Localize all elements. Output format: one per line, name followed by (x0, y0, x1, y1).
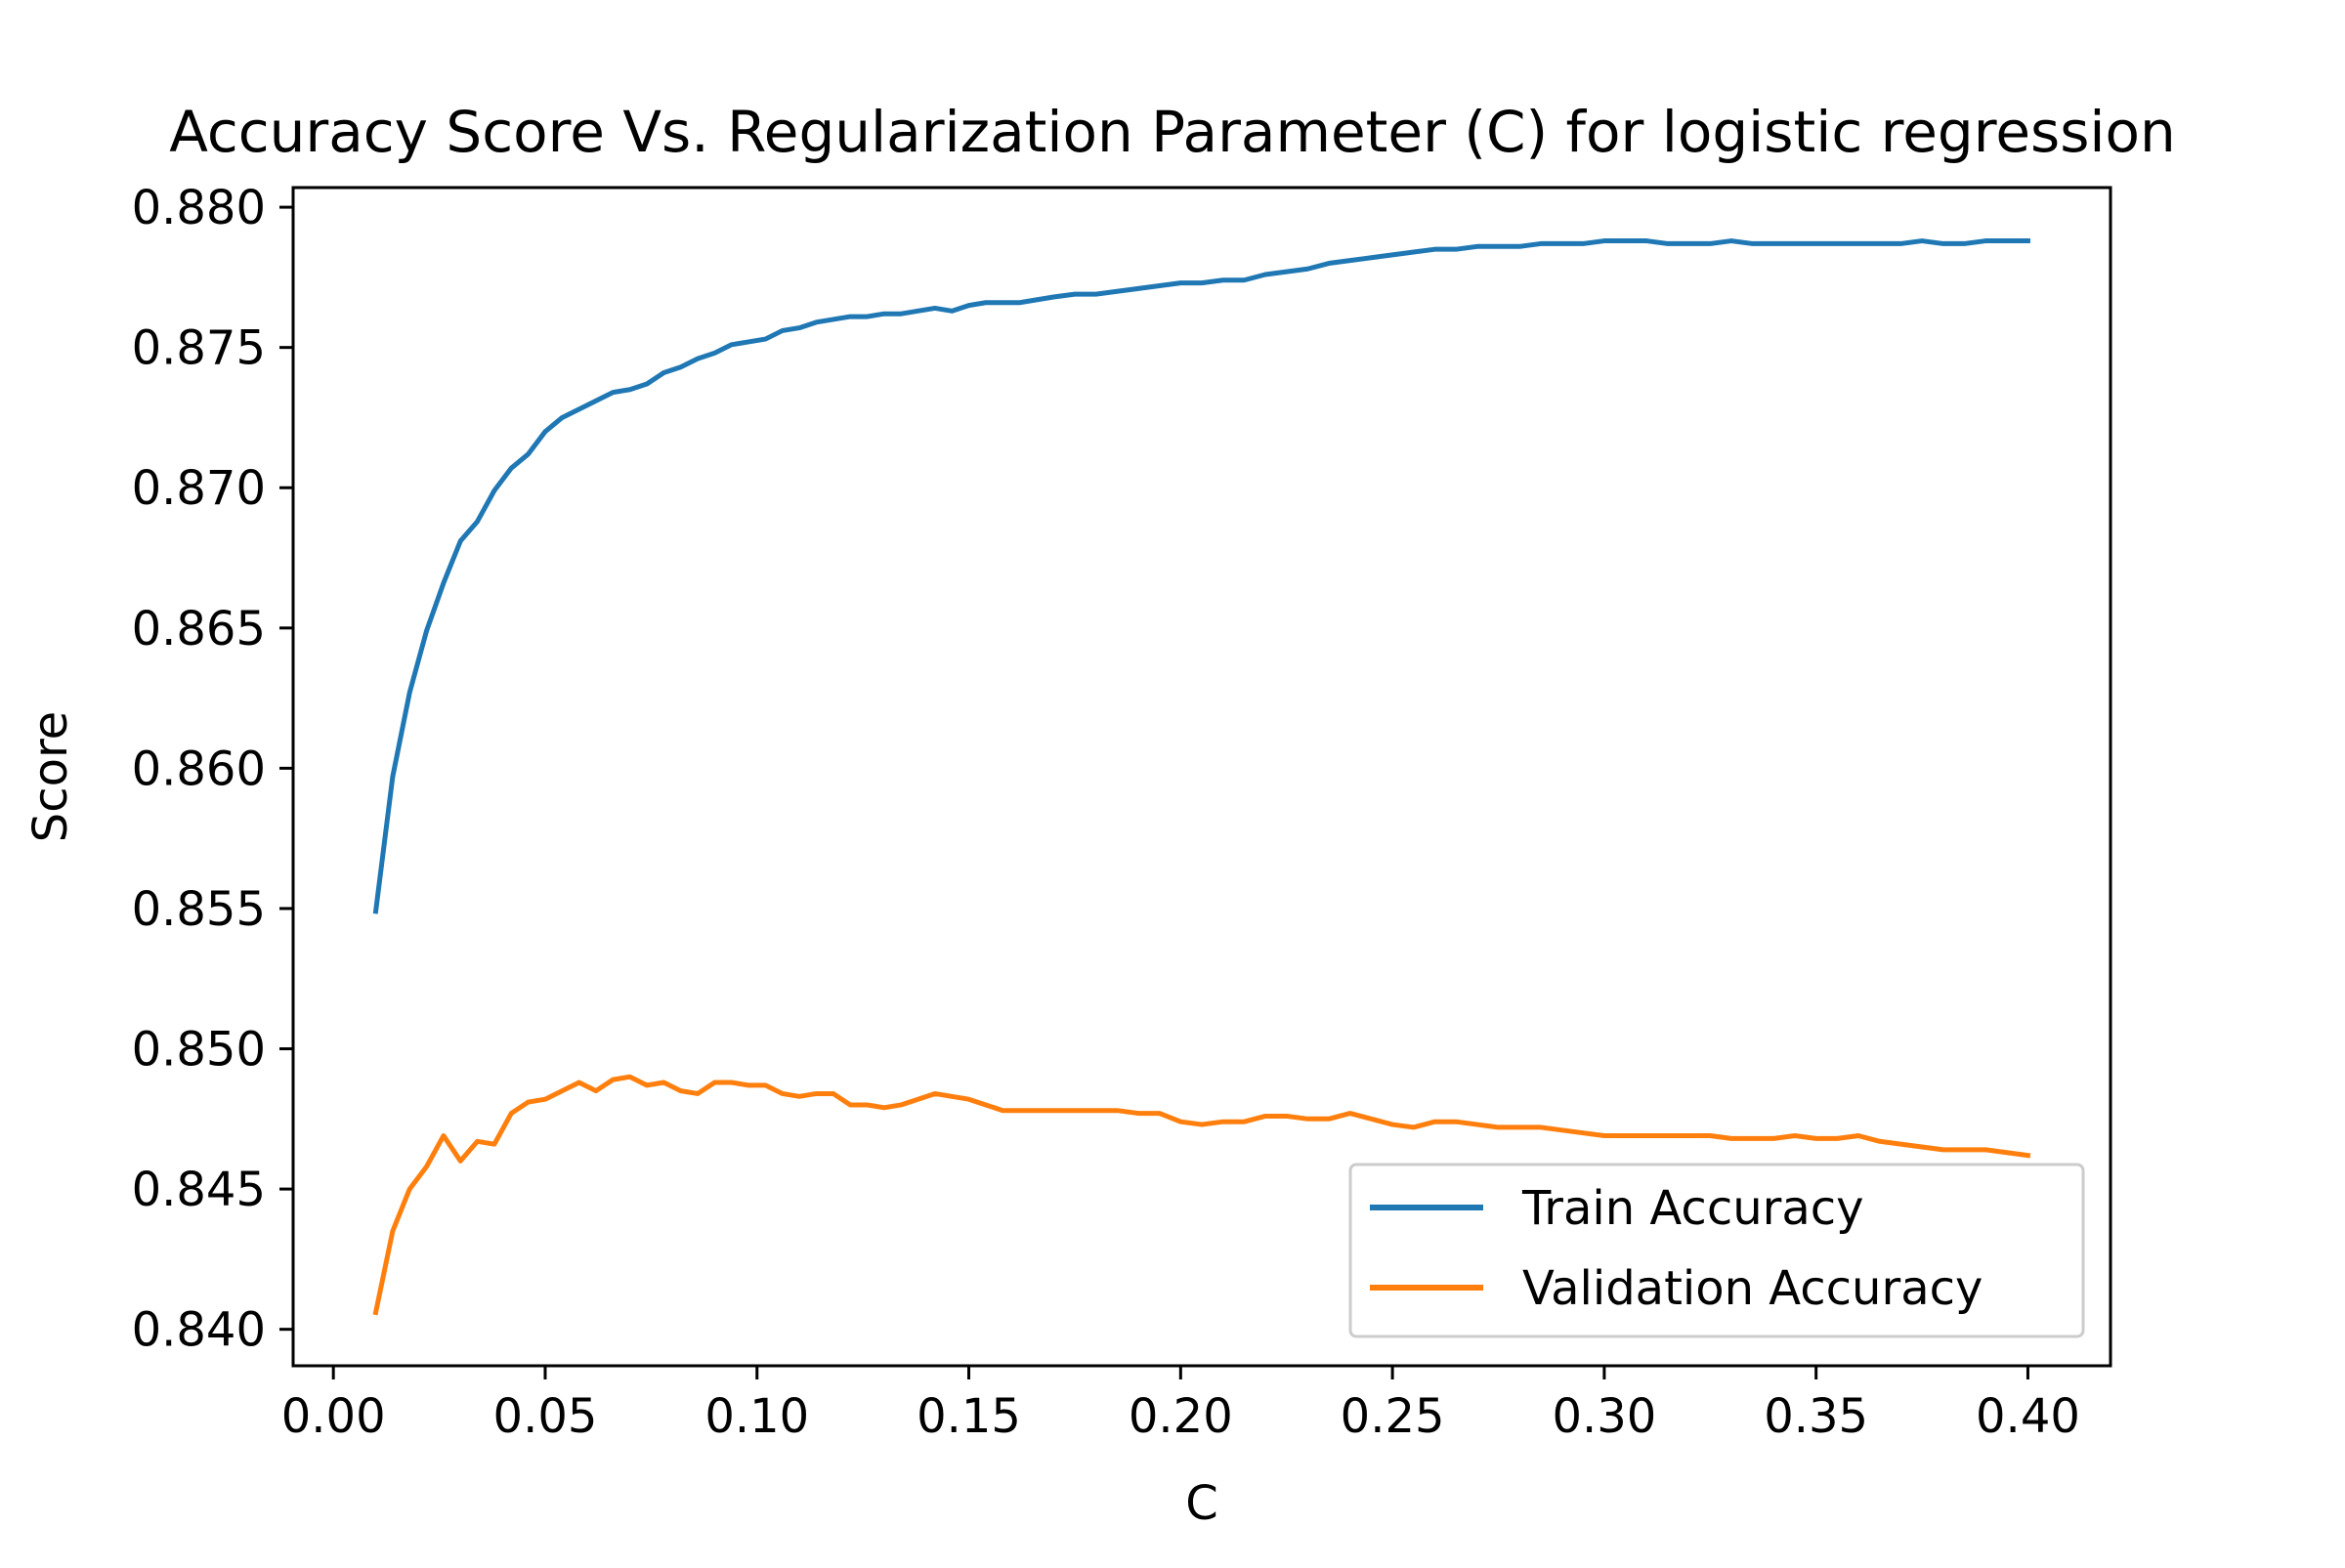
x-tick-label: 0.35 (1764, 1389, 1868, 1444)
y-tick-label: 0.875 (132, 321, 266, 376)
legend: Train Accuracy Validation Accuracy (1348, 1163, 2085, 1338)
y-axis-title: Score (23, 711, 78, 842)
x-tick-label: 0.05 (493, 1389, 598, 1444)
x-tick-label: 0.00 (281, 1389, 386, 1444)
y-tick-label: 0.870 (132, 461, 266, 516)
x-tick-label: 0.20 (1129, 1389, 1233, 1444)
series-line-0 (372, 238, 2030, 914)
chart-title: Accuracy Score Vs. Regularization Parame… (169, 99, 2176, 165)
x-tick-label: 0.30 (1552, 1389, 1656, 1444)
y-axis: 0.840 0.845 0.850 0.855 0.860 0.865 0.870 0.875… (132, 181, 293, 1358)
x-tick-label: 0.25 (1341, 1389, 1445, 1444)
plot-frame (291, 186, 2112, 1368)
y-tick-label: 0.850 (132, 1023, 266, 1078)
x-tick-label: 0.10 (704, 1389, 809, 1444)
y-tick-label: 0.865 (132, 602, 266, 657)
series-line-1 (372, 1074, 2031, 1316)
x-axis-title: C (1185, 1476, 1218, 1531)
plot-lines (372, 238, 2031, 1316)
y-tick-label: 0.845 (132, 1163, 266, 1217)
y-tick-label: 0.880 (132, 181, 266, 235)
legend-box (1348, 1163, 2085, 1338)
legend-label-validation: Validation Accuracy (1522, 1261, 1983, 1316)
x-axis: 0.00 0.05 0.10 0.15 0.20 0.25 0.30 0.35 0.40 (281, 1366, 2080, 1444)
y-tick-label: 0.840 (132, 1303, 266, 1358)
x-tick-label: 0.15 (917, 1389, 1021, 1444)
x-tick-label: 0.40 (1976, 1389, 2080, 1444)
y-tick-label: 0.860 (132, 742, 266, 796)
legend-label-train: Train Accuracy (1521, 1181, 1864, 1236)
y-tick-label: 0.855 (132, 882, 266, 937)
